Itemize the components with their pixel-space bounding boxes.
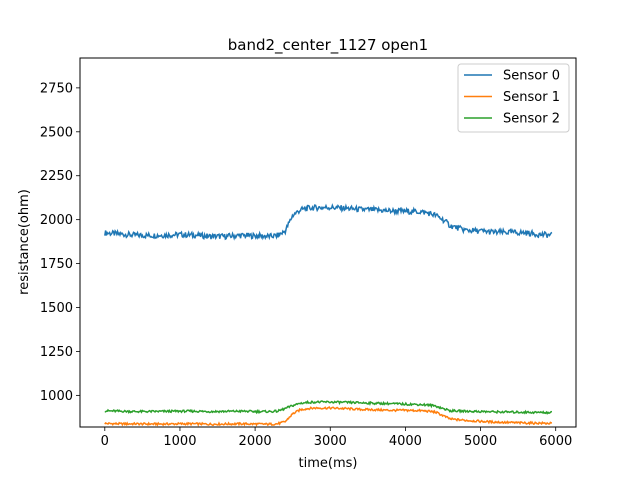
legend-label-2: Sensor 2 (503, 112, 560, 127)
x-tick-label: 2000 (239, 434, 272, 449)
series-line-0 (104, 203, 553, 241)
y-axis-label: resistance(ohm) (17, 189, 32, 295)
plot-frame (79, 57, 577, 428)
series-line-1 (104, 405, 553, 427)
y-tick-label: 2750 (40, 81, 73, 96)
series-line-2 (104, 399, 553, 415)
x-tick-label: 3000 (314, 434, 347, 449)
y-tick-label: 2250 (40, 169, 73, 184)
legend-box (457, 63, 570, 133)
x-tick-label: 0 (101, 434, 109, 449)
legend-label-1: Sensor 1 (503, 90, 560, 105)
x-tick-label: 5000 (464, 434, 497, 449)
series-layer (104, 203, 553, 427)
y-tick-label: 1750 (40, 257, 73, 272)
x-axis: 0 1000 2000 3000 4000 5000 6000 (101, 427, 572, 449)
y-axis: 1000 1250 1500 1750 2000 2250 2500 2750 (40, 81, 80, 404)
y-tick-label: 2000 (40, 213, 73, 228)
x-axis-label: time(ms) (299, 456, 358, 471)
legend-label-0: Sensor 0 (503, 69, 560, 84)
legend: Sensor 0 Sensor 1 Sensor 2 (457, 63, 570, 133)
chart-title: band2_center_1127 open1 (228, 36, 428, 55)
x-tick-label: 6000 (539, 434, 572, 449)
x-tick-label: 1000 (163, 434, 196, 449)
y-tick-label: 1250 (40, 345, 73, 360)
y-tick-label: 1000 (40, 389, 73, 404)
x-tick-label: 4000 (389, 434, 422, 449)
y-tick-label: 2500 (40, 125, 73, 140)
y-tick-label: 1500 (40, 301, 73, 316)
